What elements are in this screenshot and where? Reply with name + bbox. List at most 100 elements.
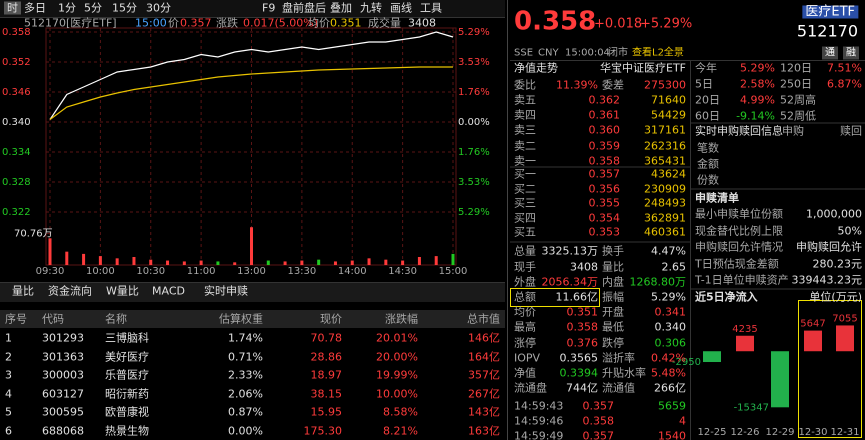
tab[interactable]: 量比	[12, 284, 34, 298]
label: 0.351	[566, 305, 599, 319]
label: 最低	[602, 320, 624, 334]
toolbar-button[interactable]: 九转	[360, 1, 382, 15]
inflow-bar	[804, 330, 822, 352]
info-change: 0.017(5.00%)	[243, 16, 319, 30]
label: 52周低	[780, 109, 816, 123]
table-cell: 10.00%	[376, 387, 418, 400]
toolbar-button[interactable]: 画线	[390, 1, 412, 15]
volume-bar	[300, 260, 304, 265]
table-cell: 175.30	[303, 424, 343, 437]
label: 4	[679, 414, 686, 428]
label: 1,000,000	[806, 207, 862, 221]
label: 2.65	[661, 260, 687, 274]
tab[interactable]: 实时申赎	[204, 284, 248, 298]
label: 0.361	[588, 108, 621, 122]
label: 0.357	[582, 399, 615, 413]
label: 涨停	[514, 336, 536, 350]
toolbar-button[interactable]: 1分	[58, 1, 76, 15]
y-tick-label: 0.358	[2, 27, 31, 38]
chart-title: 近5日净流入	[695, 290, 758, 304]
x-tick-label: 13:00	[237, 266, 266, 277]
label: 均价	[514, 305, 536, 319]
toolbar	[0, 0, 505, 18]
label: 买二	[514, 182, 536, 196]
toolbar-button[interactable]: 工具	[420, 1, 442, 15]
section-title: 申赎清单	[695, 191, 739, 205]
table-cell: 2	[5, 350, 12, 363]
label: 1268.80万	[629, 275, 687, 289]
label: 230909	[644, 182, 686, 196]
tab[interactable]: W量比	[106, 284, 139, 298]
label: 248493	[644, 196, 686, 210]
table-cell: 146亿	[468, 331, 500, 345]
label: 0.3565	[559, 351, 599, 365]
volume-bar	[417, 257, 421, 265]
label: 3325.13万	[541, 244, 599, 258]
table-cell: 163亿	[468, 424, 500, 437]
toolbar-button[interactable]: 30分	[146, 1, 171, 15]
table-cell: 267亿	[468, 387, 500, 400]
toolbar-button[interactable]: 时	[4, 1, 21, 15]
y2-tick-label: 0.00%	[458, 117, 490, 128]
quote-currency: CNY	[538, 47, 559, 59]
tab[interactable]: 资金流向	[48, 284, 92, 298]
label: 317161	[644, 123, 686, 137]
value-label: 4235	[732, 324, 757, 335]
label: 跌停	[602, 336, 624, 350]
label: 0.354	[588, 211, 621, 225]
separator	[510, 60, 865, 61]
table-cell: 19.99%	[376, 368, 418, 382]
axis-label: 单位(万元)	[809, 290, 862, 304]
nav-label[interactable]: 净值走势	[514, 61, 558, 75]
column-header: 名称	[105, 312, 127, 326]
label: 0.362	[588, 93, 621, 107]
x-tick-label: 12-25	[697, 427, 726, 438]
info-volume: 3408	[408, 16, 436, 30]
label: 1540	[658, 429, 686, 440]
label: 溢折率	[602, 351, 635, 365]
quote-price: 0.358	[514, 6, 597, 37]
label: T-1日单位申赎资产	[695, 273, 789, 287]
label: 3408	[570, 260, 598, 274]
fund-name: 医疗ETF	[802, 5, 858, 19]
toolbar-button[interactable]: F9	[262, 1, 276, 15]
toolbar-button[interactable]: 多日	[24, 1, 46, 15]
label: 2.58%	[740, 77, 775, 91]
volume-bar	[401, 260, 405, 265]
x-tick-label: 14:30	[388, 266, 417, 277]
label: 现手	[514, 260, 536, 274]
y-tick-label: 0.340	[2, 117, 31, 128]
table-cell: 2.33%	[228, 368, 263, 382]
label: 卖三	[514, 123, 536, 137]
toolbar-button[interactable]: 叠加	[330, 1, 352, 15]
toolbar-button[interactable]: 5分	[84, 1, 102, 15]
x-tick-label: 12-30	[798, 427, 827, 438]
table-cell: 2.06%	[228, 387, 263, 400]
quote-pct: +5.29%	[640, 16, 693, 32]
inflow-bar	[703, 351, 721, 363]
label: 外盘	[514, 275, 536, 289]
column-header: 代码	[42, 312, 64, 326]
table-cell: 8.21%	[383, 424, 418, 437]
table-cell: 300595	[42, 405, 84, 419]
tab[interactable]: MACD	[152, 284, 185, 298]
toolbar-button[interactable]: 盘前盘后	[282, 1, 326, 15]
toolbar-button[interactable]: 15分	[112, 1, 137, 15]
value-label: -15347	[734, 402, 769, 413]
x-tick-label: 10:00	[86, 266, 115, 277]
info-price-label: 价	[168, 16, 179, 30]
label: 0.356	[588, 182, 621, 196]
x-tick-label: 13:30	[287, 266, 316, 277]
volume-bar	[132, 257, 136, 265]
l2-link[interactable]: 查看L2全景	[632, 47, 684, 59]
column-header: 涨跌幅	[385, 312, 418, 326]
info-avg: 0.351	[330, 16, 362, 30]
label: 净值	[514, 366, 536, 380]
label: 7.51%	[827, 61, 862, 75]
label: 0.358	[588, 154, 621, 168]
value-label: 5647	[800, 319, 825, 330]
label: 0.359	[588, 139, 621, 153]
table-cell: 18.97	[310, 368, 343, 382]
label: -9.14%	[736, 109, 775, 123]
label: 0.357	[588, 167, 621, 181]
